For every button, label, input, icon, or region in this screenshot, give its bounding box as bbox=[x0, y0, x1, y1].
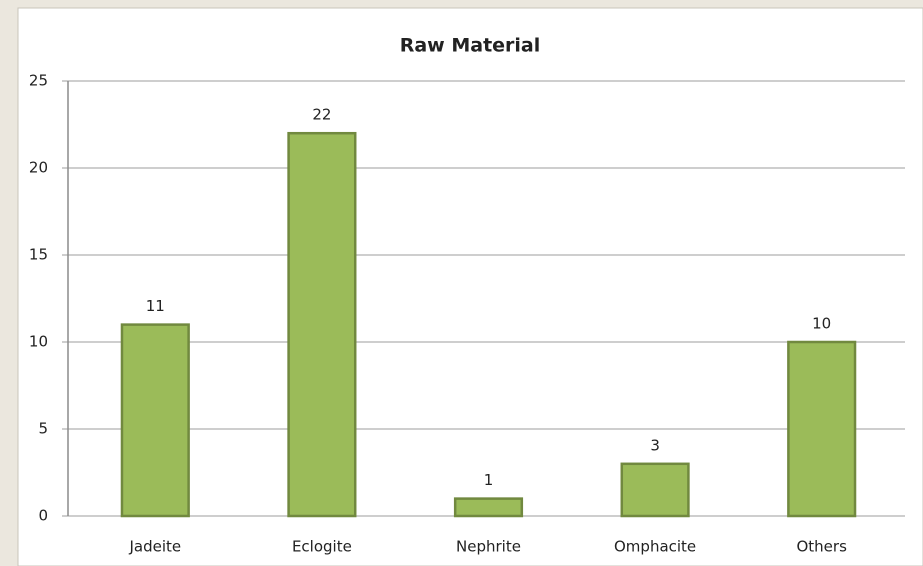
x-tick-label: Others bbox=[796, 538, 847, 556]
y-tick-label: 15 bbox=[29, 246, 48, 264]
bar bbox=[787, 340, 857, 518]
x-tick-label: Jadeite bbox=[128, 538, 181, 556]
y-tick-label: 20 bbox=[29, 159, 48, 177]
bar bbox=[287, 131, 357, 518]
x-tick-label: Omphacite bbox=[614, 538, 696, 556]
x-tick-label: Eclogite bbox=[292, 538, 352, 556]
y-tick-label: 5 bbox=[38, 420, 48, 438]
data-label: 22 bbox=[312, 106, 331, 124]
bar bbox=[620, 462, 690, 518]
data-label: 3 bbox=[650, 436, 660, 454]
chart-title: Raw Material bbox=[400, 35, 541, 57]
data-label: 11 bbox=[146, 297, 165, 315]
data-label: 1 bbox=[484, 471, 494, 489]
y-tick-label: 25 bbox=[29, 72, 48, 90]
y-tick-label: 0 bbox=[38, 507, 48, 525]
x-tick-label: Nephrite bbox=[456, 538, 521, 556]
bar bbox=[453, 497, 524, 518]
data-label: 10 bbox=[812, 315, 831, 333]
bar bbox=[120, 323, 190, 518]
y-tick-label: 10 bbox=[29, 333, 48, 351]
